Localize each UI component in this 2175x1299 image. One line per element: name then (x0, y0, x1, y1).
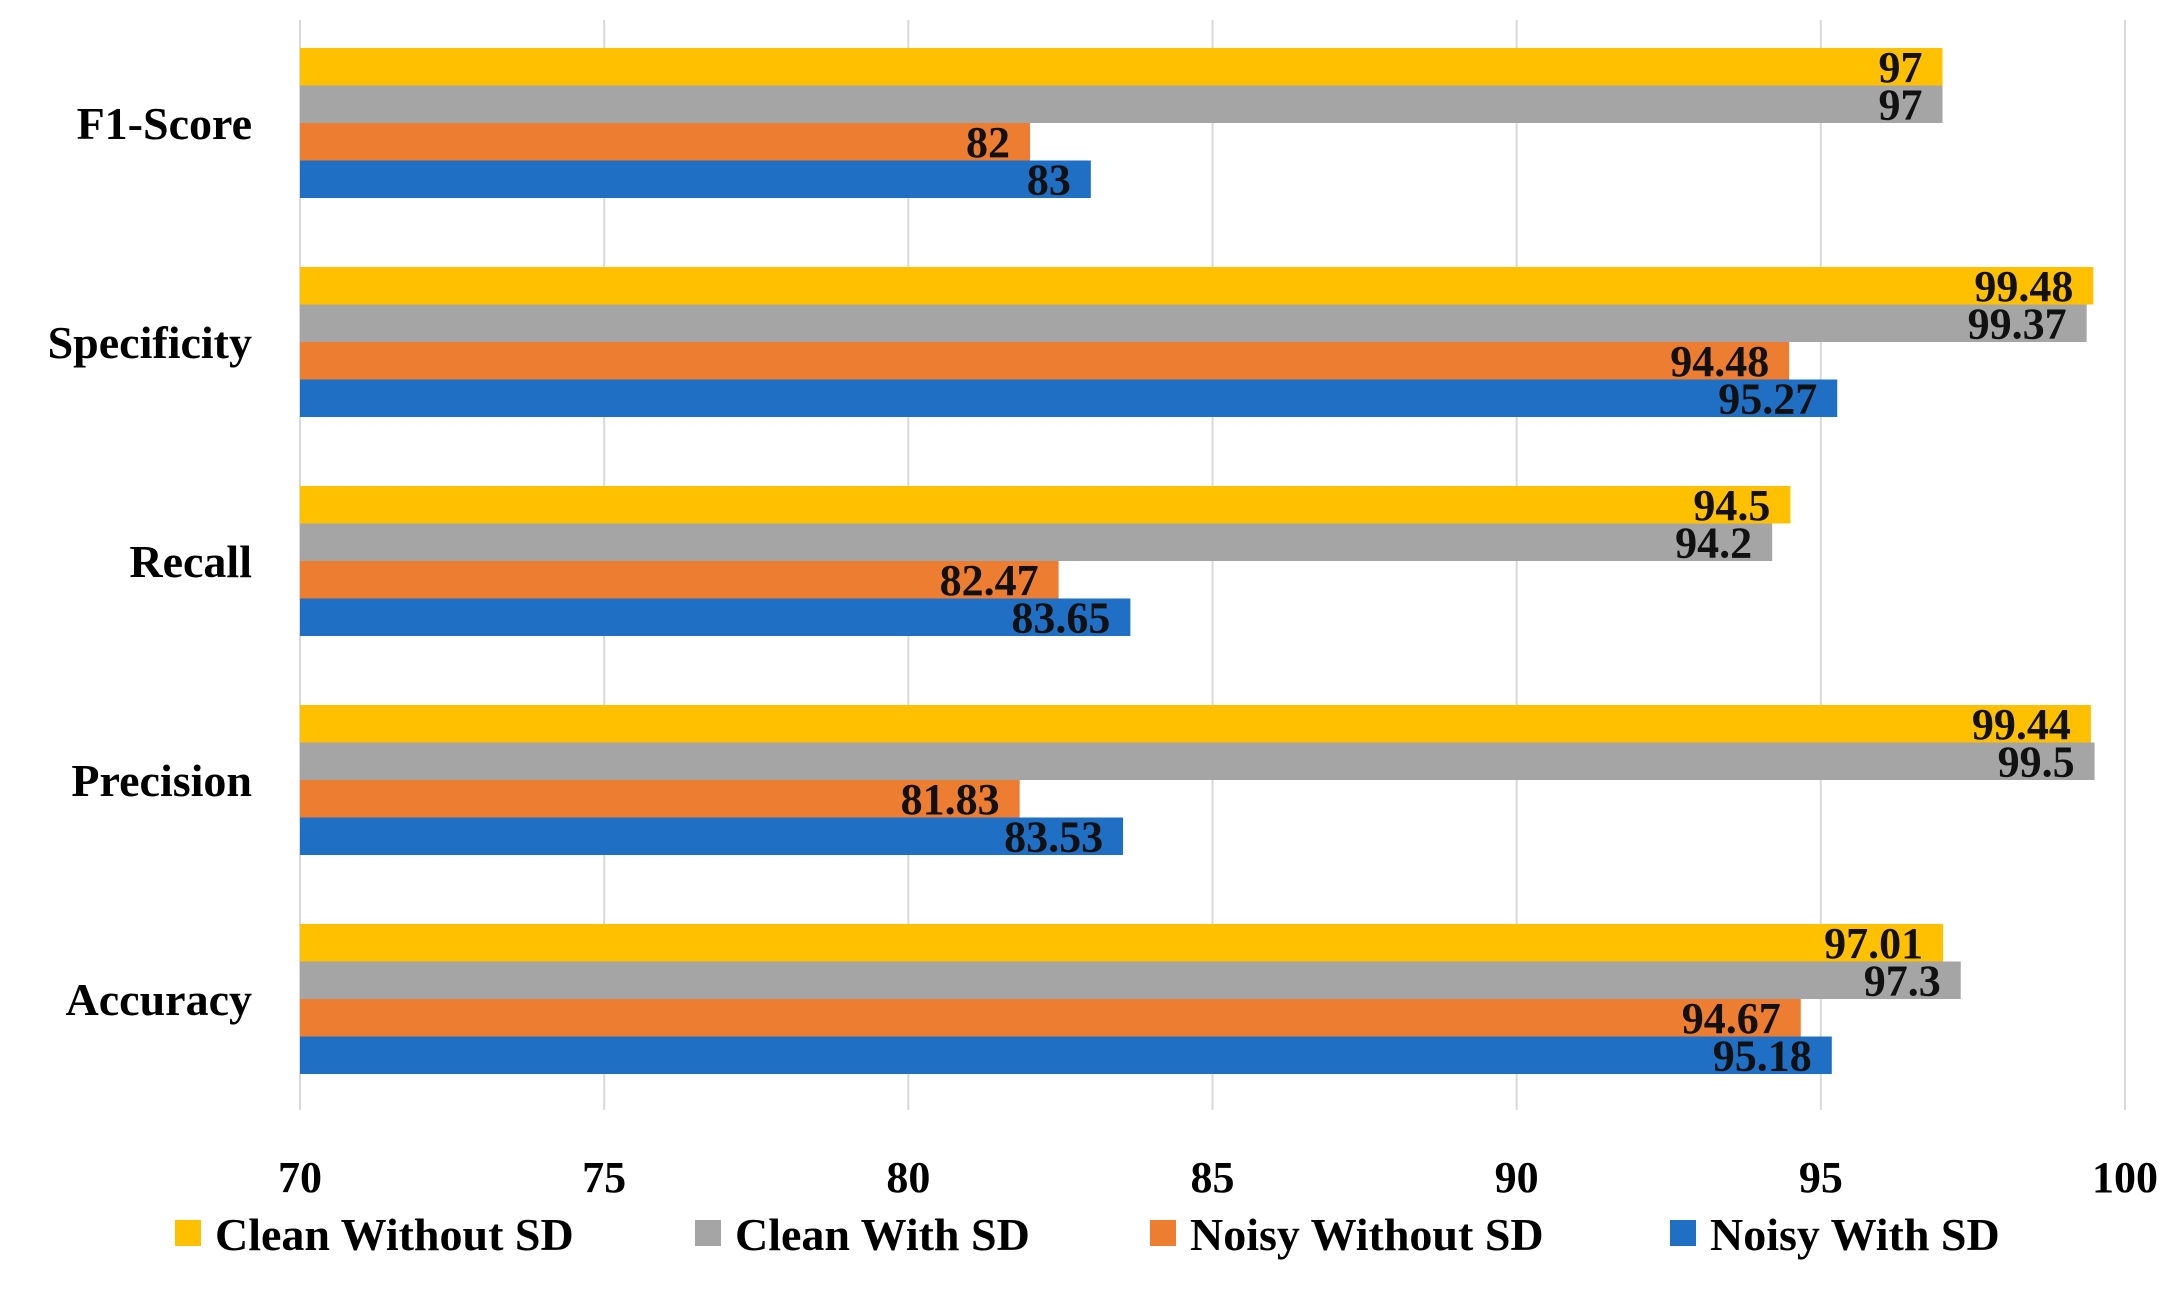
bar (300, 598, 1131, 636)
legend-swatch (175, 1220, 201, 1246)
x-tick-label: 75 (582, 1153, 626, 1202)
x-tick-label: 85 (1191, 1153, 1235, 1202)
data-label: 99.5 (1998, 737, 2075, 786)
bar (300, 523, 1773, 561)
bar (300, 780, 1020, 818)
category-label: F1-Score (77, 98, 252, 149)
category-label: Specificity (48, 317, 252, 368)
data-label: 95.27 (1718, 374, 1817, 423)
bar (300, 304, 2087, 342)
data-label: 94.48 (1670, 337, 1769, 386)
bar (300, 379, 1838, 417)
data-label: 83.65 (1011, 593, 1110, 642)
x-tick-label: 90 (1495, 1153, 1539, 1202)
category-label: Recall (129, 536, 252, 587)
x-axis-ticks: 70 75 80 85 90 95 100 (278, 1153, 2158, 1202)
data-label: 99.44 (1972, 700, 2071, 749)
legend-label: Clean With SD (735, 1209, 1030, 1260)
bar (300, 961, 1961, 999)
data-label: 97.01 (1824, 919, 1923, 968)
category-label: Precision (71, 755, 252, 806)
bar (300, 48, 1943, 86)
bar (300, 742, 2095, 780)
bar (300, 486, 1791, 524)
data-label: 83 (1027, 155, 1071, 204)
legend-swatch (1670, 1220, 1696, 1246)
legend-label: Clean Without SD (215, 1209, 574, 1260)
data-label: 94.2 (1675, 518, 1752, 567)
bar (300, 342, 1790, 380)
bar (300, 1036, 1832, 1074)
bar (300, 85, 1943, 123)
data-label: 97.3 (1864, 956, 1941, 1005)
legend-label: Noisy With SD (1710, 1209, 2000, 1260)
data-label: 95.18 (1713, 1031, 1812, 1080)
bar (300, 999, 1801, 1037)
data-label: 81.83 (901, 775, 1000, 824)
data-label: 83.53 (1004, 812, 1103, 861)
bars (300, 48, 2095, 1074)
bar (300, 160, 1091, 198)
bar (300, 561, 1059, 599)
x-tick-label: 95 (1799, 1153, 1843, 1202)
x-tick-label: 100 (2092, 1153, 2158, 1202)
legend-swatch (695, 1220, 721, 1246)
x-tick-label: 80 (886, 1153, 930, 1202)
bar (300, 267, 2094, 305)
legend-swatch (1150, 1220, 1176, 1246)
data-label: 82 (966, 118, 1010, 167)
data-label: 99.48 (1974, 262, 2073, 311)
data-label: 97 (1879, 43, 1923, 92)
bar (300, 123, 1030, 161)
data-label: 82.47 (940, 556, 1039, 605)
data-label: 94.5 (1693, 481, 1770, 530)
x-tick-label: 70 (278, 1153, 322, 1202)
data-label: 99.37 (1968, 299, 2067, 348)
bar (300, 924, 1944, 962)
legend: Clean Without SD Clean With SD Noisy Witho… (175, 1209, 2000, 1260)
data-label: 94.67 (1682, 994, 1781, 1043)
legend-label: Noisy Without SD (1190, 1209, 1544, 1260)
bar (300, 817, 1124, 855)
category-label: Accuracy (66, 974, 252, 1025)
bar (300, 705, 2091, 743)
data-label: 97 (1879, 80, 1923, 129)
category-labels: F1-Score Specificity Recall Precision Accura… (48, 98, 252, 1025)
